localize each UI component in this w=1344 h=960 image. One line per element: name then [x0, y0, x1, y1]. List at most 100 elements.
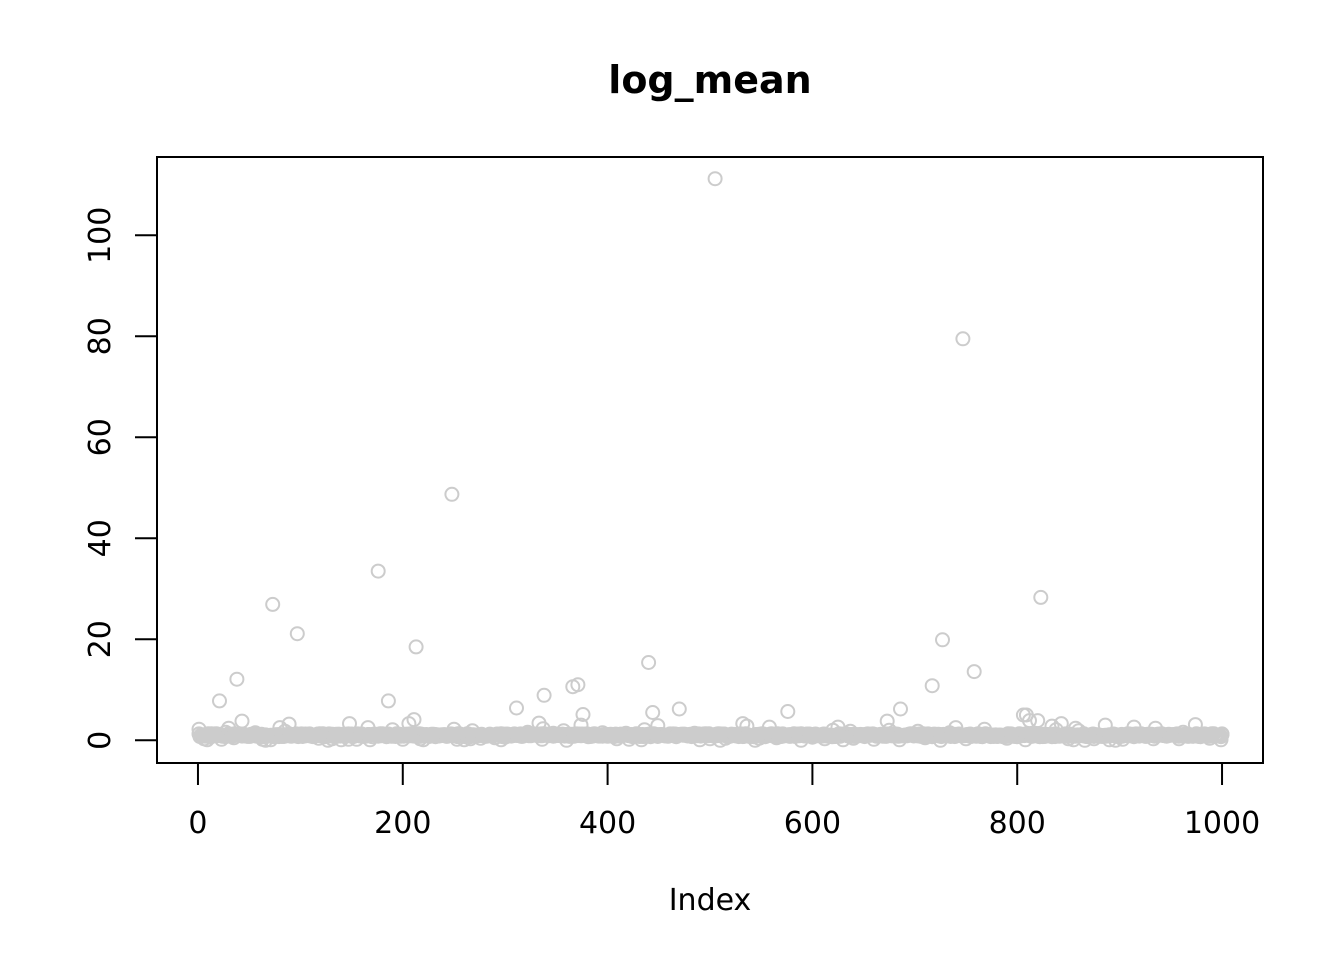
y-tick-label: 20 [83, 620, 118, 658]
data-point [456, 732, 472, 748]
data-point [406, 712, 422, 728]
data-point [645, 705, 661, 720]
data-point [692, 732, 708, 748]
data-point [650, 718, 666, 734]
data-point [289, 626, 305, 642]
data-point [462, 731, 478, 747]
x-tick-label: 600 [784, 806, 841, 841]
x-tick-label: 400 [579, 806, 636, 841]
y-tick-label: 80 [83, 317, 118, 355]
data-point [380, 693, 396, 709]
data-point [999, 730, 1015, 746]
data-point [761, 719, 777, 735]
data-point [637, 722, 652, 738]
data-point [464, 723, 480, 739]
data-point [893, 701, 908, 717]
data-point [428, 729, 443, 745]
data-point [487, 730, 503, 746]
data-point [842, 723, 858, 739]
data-point [780, 704, 796, 719]
data-point [341, 731, 356, 747]
data-point [333, 732, 349, 748]
data-point [924, 678, 940, 694]
data-point [408, 639, 424, 655]
data-point [229, 671, 245, 687]
plot-area-frame [156, 156, 1264, 764]
data-point [281, 716, 297, 732]
data-point [955, 331, 971, 347]
data-point [1145, 731, 1161, 747]
data-point [570, 677, 586, 693]
data-point [1214, 727, 1230, 743]
data-point [385, 722, 400, 738]
data-point [395, 731, 411, 747]
y-tick-label: 100 [83, 207, 118, 264]
data-point [1017, 732, 1033, 748]
x-axis: 0 200 400 600 800 1000 [188, 762, 1260, 841]
y-tick-label: 0 [83, 731, 118, 750]
data-point [258, 732, 274, 748]
data-point [671, 701, 687, 717]
data-point [1030, 713, 1046, 729]
data-point [702, 731, 718, 747]
x-tick-label: 200 [374, 806, 431, 841]
data-point [595, 725, 610, 741]
data-point [536, 687, 552, 703]
data-point [1213, 732, 1229, 748]
data-point [226, 730, 242, 746]
data-point [324, 731, 340, 747]
x-axis-label: Index [669, 883, 752, 918]
data-point [977, 721, 992, 737]
y-tick-label: 60 [83, 418, 118, 456]
data-point [362, 732, 378, 748]
x-tick-label: 800 [989, 806, 1046, 841]
data-point [892, 732, 907, 748]
data-point [1044, 718, 1060, 734]
data-point [534, 731, 550, 747]
data-point [497, 729, 513, 745]
data-point [769, 730, 785, 746]
data-point [1077, 732, 1093, 748]
y-axis: 0 20 40 60 80 100 [83, 207, 158, 750]
data-point [1086, 731, 1102, 747]
data-point [520, 724, 536, 740]
chart-title: log_mean [608, 58, 811, 102]
data-point [1148, 720, 1163, 736]
x-tick-label: 0 [188, 806, 207, 841]
data-point [444, 486, 460, 502]
data-point [370, 563, 386, 579]
data-point [917, 730, 933, 746]
data-point [707, 171, 723, 187]
data-point [866, 731, 882, 747]
data-point [845, 730, 861, 746]
data-point [545, 725, 561, 741]
data-point [1060, 731, 1076, 747]
data-points [191, 171, 1230, 748]
data-point [958, 731, 974, 747]
data-point [575, 707, 591, 722]
data-point [263, 732, 279, 748]
data-point [1022, 713, 1037, 729]
data-point [935, 632, 950, 648]
data-point [556, 723, 572, 739]
y-tick-label: 40 [83, 519, 118, 557]
data-point [1175, 724, 1191, 740]
data-point [751, 730, 767, 746]
data-point [473, 730, 489, 746]
data-point [817, 731, 833, 747]
data-point [1187, 717, 1203, 733]
data-point [509, 700, 524, 716]
data-point [265, 596, 281, 612]
data-point [879, 713, 895, 729]
data-point [717, 730, 733, 746]
data-point [234, 713, 250, 729]
data-point [739, 718, 755, 734]
data-point [881, 722, 897, 738]
data-point [1068, 720, 1084, 736]
data-point [1097, 717, 1113, 733]
data-point [559, 732, 575, 748]
data-point [932, 732, 948, 748]
data-point [573, 717, 589, 733]
data-point [966, 664, 982, 680]
